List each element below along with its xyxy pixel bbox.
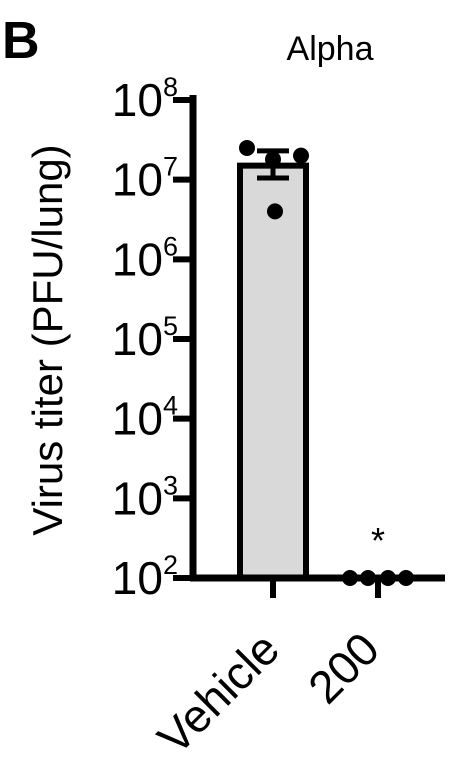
y-tick-label: 105 — [112, 311, 178, 365]
data-point — [239, 139, 255, 156]
x-axis-labels: Vehicle 200 — [147, 622, 389, 764]
bars — [237, 162, 309, 581]
data-point — [293, 147, 309, 164]
chart-title: Alpha — [287, 30, 374, 68]
axes — [189, 95, 445, 598]
x-tick-label: Vehicle — [147, 622, 289, 764]
y-tick-label: 104 — [112, 391, 178, 445]
x-tick-label: 200 — [298, 622, 389, 713]
y-tick-label: 103 — [112, 470, 178, 524]
y-axis-ticks: 102 103 104 105 106 107 108 — [112, 72, 193, 604]
bar — [237, 162, 309, 581]
panel-label: B — [2, 12, 40, 70]
y-tick-label: 108 — [112, 72, 178, 126]
y-axis-label: Virus titer (PFU/lung) — [24, 144, 71, 535]
data-point — [265, 151, 281, 168]
y-tick-label: 106 — [112, 231, 178, 285]
significance-marker: * — [371, 520, 385, 561]
y-tick-label: 102 — [112, 550, 178, 604]
annotations: * — [371, 520, 385, 561]
data-point — [267, 203, 283, 220]
y-tick-label: 107 — [112, 152, 178, 206]
